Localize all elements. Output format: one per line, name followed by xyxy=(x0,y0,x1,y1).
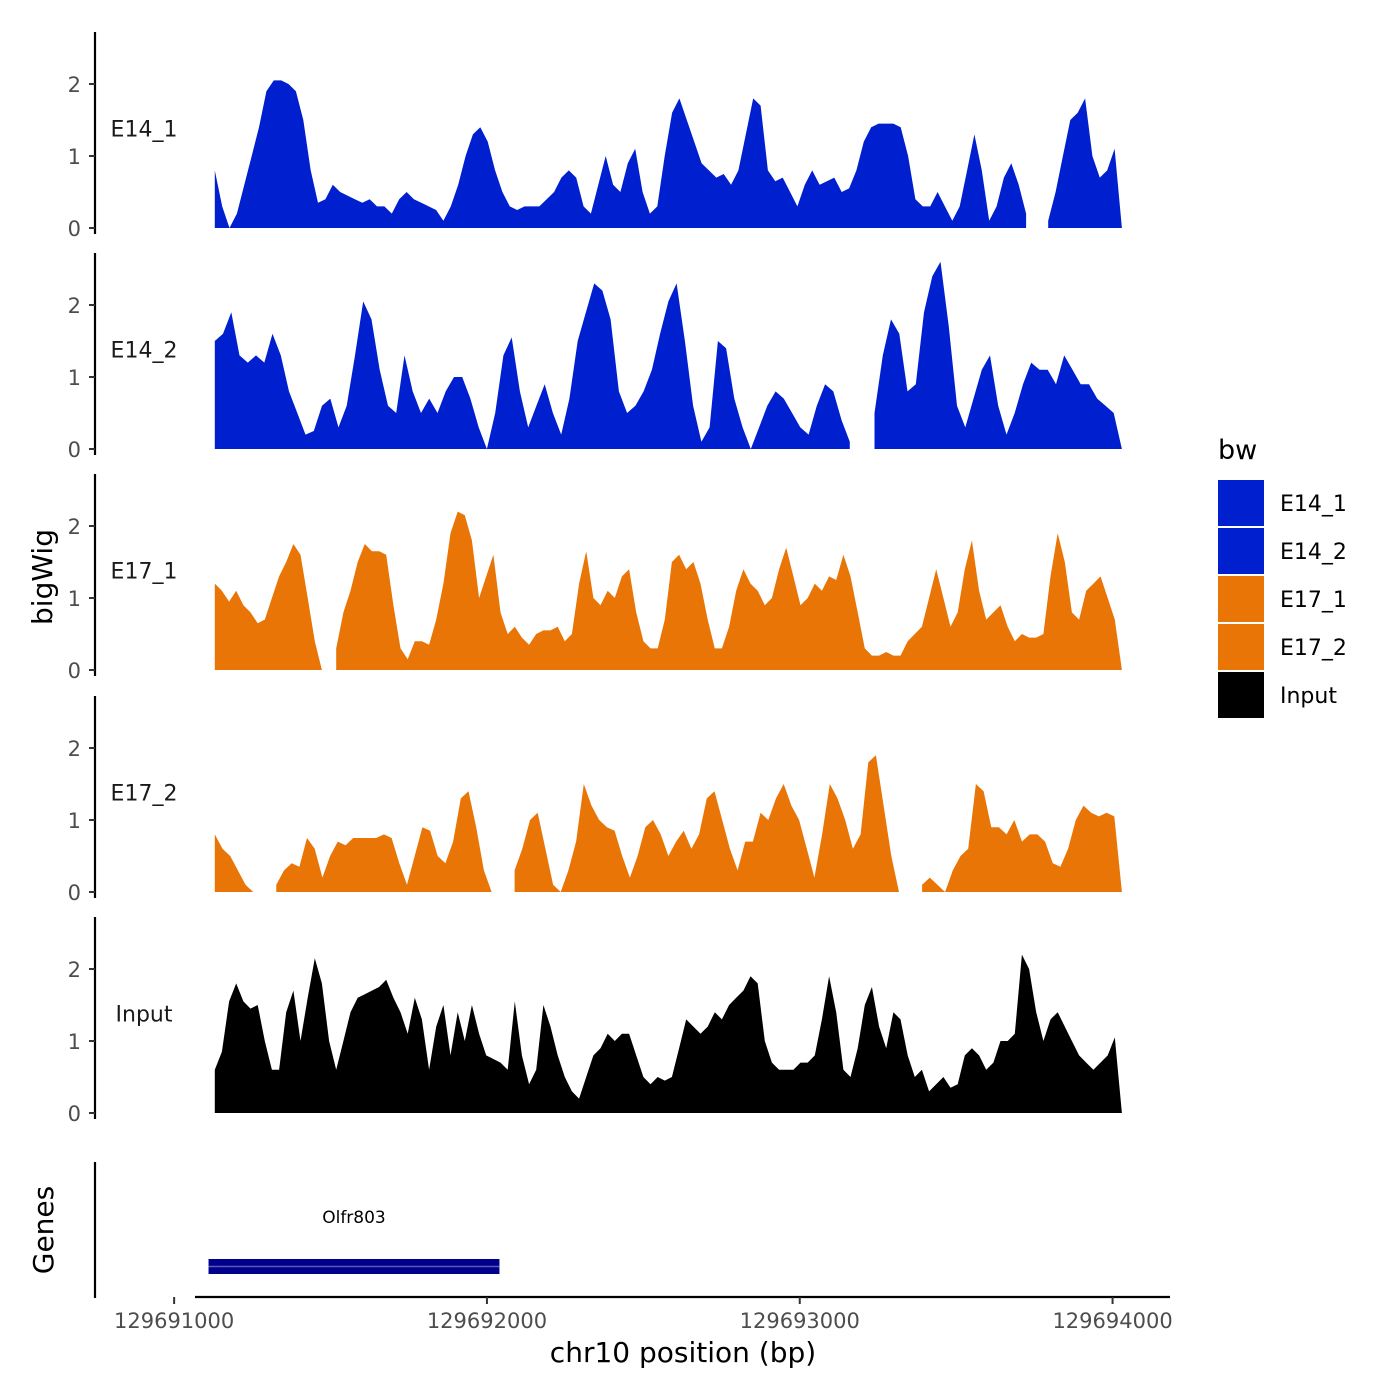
y-tick-label: 2 xyxy=(68,958,81,982)
y-tick-label: 2 xyxy=(68,73,81,97)
x-tick-label: 129692000 xyxy=(427,1309,547,1333)
x-tick-label: 129694000 xyxy=(1052,1309,1172,1333)
legend-items: E14_1 E14_2 E17_1 E17_2 Input xyxy=(1218,480,1347,718)
legend-swatch xyxy=(1218,528,1264,574)
legend-swatch xyxy=(1218,672,1264,718)
y-tick-label: 1 xyxy=(68,145,81,169)
series-area-E17_2 xyxy=(922,784,1122,892)
legend-label: Input xyxy=(1280,684,1337,709)
series-area-E17_2 xyxy=(514,755,899,892)
y-tick-label: 0 xyxy=(68,1102,81,1126)
legend-title: bw xyxy=(1218,435,1257,466)
y-tick-label: 2 xyxy=(68,515,81,539)
legend-swatch xyxy=(1218,576,1264,622)
series-area-E17_1 xyxy=(336,511,1122,670)
track-E14_2: 0 1 2 E14_2 xyxy=(68,253,1122,462)
series-area-Input xyxy=(214,954,1122,1113)
y-tick-label: 0 xyxy=(68,881,81,905)
y-tick-label: 0 xyxy=(68,438,81,462)
track-E17_1: 0 1 2 E17_1 xyxy=(68,474,1122,683)
x-ticks: 129691000 129692000 129693000 129694000 xyxy=(114,1297,1173,1333)
legend-label: E14_1 xyxy=(1280,492,1347,517)
series-area-E17_2 xyxy=(276,791,492,892)
y-tick-label: 2 xyxy=(68,737,81,761)
legend-swatch xyxy=(1218,624,1264,670)
legend-label: E17_1 xyxy=(1280,588,1347,613)
track-label: E14_1 xyxy=(111,118,178,143)
legend-label: E14_2 xyxy=(1280,540,1347,565)
x-tick-label: 129691000 xyxy=(114,1309,234,1333)
track-label: E17_2 xyxy=(111,782,178,807)
y-tick-label: 1 xyxy=(68,1030,81,1054)
y-tick-label: 2 xyxy=(68,294,81,318)
track-label: Input xyxy=(116,1003,173,1028)
gene-marks: Olfr803 xyxy=(208,1208,500,1274)
gene-label: Olfr803 xyxy=(322,1208,386,1228)
track-label: E17_1 xyxy=(111,560,178,585)
y-tick-label: 0 xyxy=(68,217,81,241)
y-tick-label: 1 xyxy=(68,809,81,833)
track-E17_2: 0 1 2 E17_2 xyxy=(68,696,1122,905)
genes-panel: Genes Olfr803 xyxy=(27,1162,500,1298)
track-label: E14_2 xyxy=(111,339,178,364)
y-axis-title: bigWig xyxy=(26,529,59,625)
x-axis-title: chr10 position (bp) xyxy=(550,1336,816,1369)
legend-label: E17_2 xyxy=(1280,636,1347,661)
series-area-E17_2 xyxy=(214,834,254,892)
series-area-E14_1 xyxy=(1048,98,1122,229)
signal-tracks: 0 1 2 E14_1 0 1 2 E14_2 0 1 2 E17_1 0 1 2 E17_2 0 1 2 Input xyxy=(68,32,1122,1126)
series-area-E14_2 xyxy=(874,261,1122,449)
series-area-E14_2 xyxy=(214,283,850,449)
y-tick-label: 1 xyxy=(68,587,81,611)
x-axis: 129691000 129692000 129693000 129694000 chr… xyxy=(114,1295,1173,1369)
y-tick-label: 0 xyxy=(68,659,81,683)
series-area-E17_1 xyxy=(214,544,322,670)
legend-swatch xyxy=(1218,480,1264,526)
track-Input: 0 1 2 Input xyxy=(68,917,1122,1126)
y-tick-label: 1 xyxy=(68,366,81,390)
genes-label: Genes xyxy=(27,1186,60,1274)
series-area-E14_1 xyxy=(214,80,1027,229)
x-tick-label: 129693000 xyxy=(740,1309,860,1333)
track-E14_1: 0 1 2 E14_1 xyxy=(68,32,1122,241)
legend: bw E14_1 E14_2 E17_1 E17_2 Input xyxy=(1218,435,1347,718)
